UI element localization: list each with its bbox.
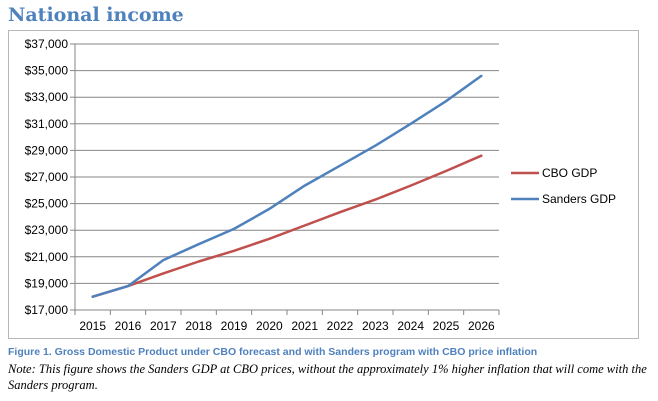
x-tick-label: 2023 [362,319,389,333]
series-line-sanders-gdp [91,74,483,298]
x-tick-label: 2018 [185,319,212,333]
y-tick-label: $31,000 [25,117,69,131]
x-tick-label: 2020 [256,319,283,333]
gridlines [75,43,499,311]
y-tick-label: $21,000 [25,250,69,264]
x-tick-label: 2015 [79,319,106,333]
y-tick-label: $33,000 [25,90,69,104]
x-tick-label: 2022 [327,319,354,333]
legend: CBO GDP Sanders GDP [511,166,616,206]
series-lines [91,74,483,298]
axes [70,43,500,315]
x-tick-label: 2016 [115,319,142,333]
x-tick-label: 2021 [291,319,318,333]
legend-label: Sanders GDP [542,192,616,206]
y-tick-label: $23,000 [25,223,69,237]
x-tick-label: 2024 [397,319,424,333]
y-tick-label: $25,000 [25,197,69,211]
chart-frame: $17,000 $19,000 $21,000 $23,000 $25,000 $27,0… [8,30,639,339]
x-tick-label: 2025 [433,319,460,333]
figure-caption: Figure 1. Gross Domestic Product under C… [8,346,538,358]
page-title: National income [8,4,184,26]
y-tick-label: $27,000 [25,170,69,184]
y-tick-label: $35,000 [25,64,69,78]
figure-note: Note: This figure shows the Sanders GDP … [8,362,647,392]
series-line-cbo-gdp [91,154,483,298]
y-axis-tick-labels: $17,000 $19,000 $21,000 $23,000 $25,000 $27,0… [25,37,69,317]
y-tick-label: $37,000 [25,37,69,51]
y-tick-label: $19,000 [25,276,69,290]
legend-label: CBO GDP [542,166,597,180]
x-tick-label: 2017 [150,319,177,333]
x-tick-label: 2019 [221,319,248,333]
y-tick-label: $29,000 [25,143,69,157]
x-axis-tick-labels: 2015 2016 2017 2018 2019 2020 2021 2022 2023 2024… [79,319,495,333]
x-tick-label: 2026 [468,319,495,333]
y-tick-label: $17,000 [25,303,69,317]
line-chart: $17,000 $19,000 $21,000 $23,000 $25,000 $27,0… [25,37,616,333]
